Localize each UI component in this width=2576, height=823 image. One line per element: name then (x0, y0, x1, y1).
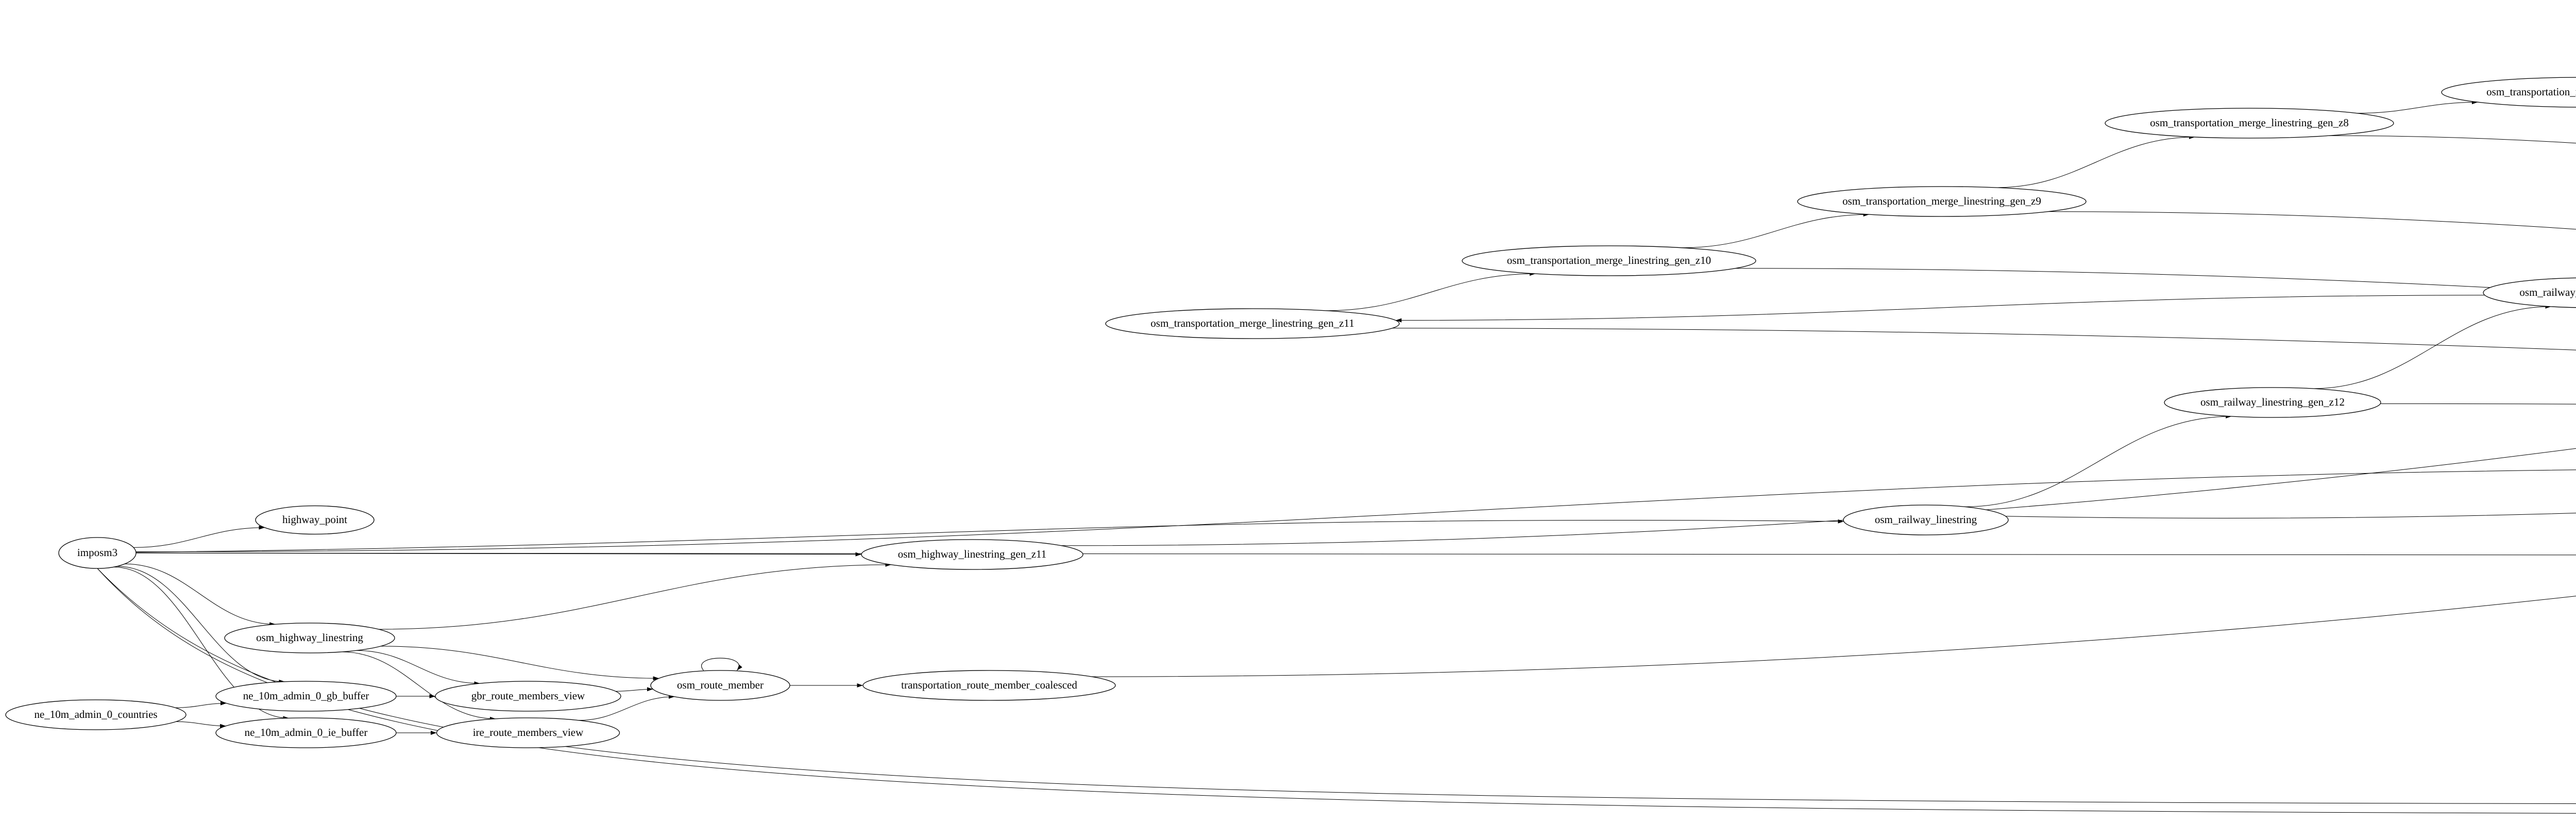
svg-text:osm_transportation_merge_lines: osm_transportation_merge_linestring_gen_… (2150, 116, 2349, 129)
svg-text:osm_transportation_merge_lines: osm_transportation_merge_linestring_gen_… (2486, 86, 2576, 98)
svg-text:osm_transportation_merge_lines: osm_transportation_merge_linestring_gen_… (1150, 317, 1354, 329)
svg-text:highway_point: highway_point (282, 513, 347, 526)
svg-text:osm_transportation_merge_lines: osm_transportation_merge_linestring_gen_… (1842, 195, 2041, 207)
svg-text:ire_route_members_view: ire_route_members_view (473, 726, 584, 738)
svg-text:ne_10m_admin_0_countries: ne_10m_admin_0_countries (34, 708, 157, 720)
svg-text:osm_highway_linestring: osm_highway_linestring (256, 631, 363, 644)
svg-text:ne_10m_admin_0_gb_buffer: ne_10m_admin_0_gb_buffer (243, 690, 369, 702)
svg-text:osm_highway_linestring_gen_z11: osm_highway_linestring_gen_z11 (898, 548, 1047, 560)
svg-text:transportation_route_member_co: transportation_route_member_coalesced (901, 679, 1077, 691)
svg-text:gbr_route_members_view: gbr_route_members_view (471, 690, 585, 702)
svg-text:osm_route_member: osm_route_member (677, 679, 764, 691)
svg-text:ne_10m_admin_0_ie_buffer: ne_10m_admin_0_ie_buffer (245, 726, 368, 738)
svg-text:osm_transportation_merge_lines: osm_transportation_merge_linestring_gen_… (1507, 254, 1711, 266)
svg-text:osm_railway_linestring_gen_z12: osm_railway_linestring_gen_z12 (2200, 396, 2345, 408)
svg-text:osm_railway_linestring_gen_z11: osm_railway_linestring_gen_z11 (2519, 286, 2576, 298)
svg-text:imposm3: imposm3 (77, 546, 117, 559)
svg-text:osm_railway_linestring: osm_railway_linestring (1875, 513, 1977, 526)
